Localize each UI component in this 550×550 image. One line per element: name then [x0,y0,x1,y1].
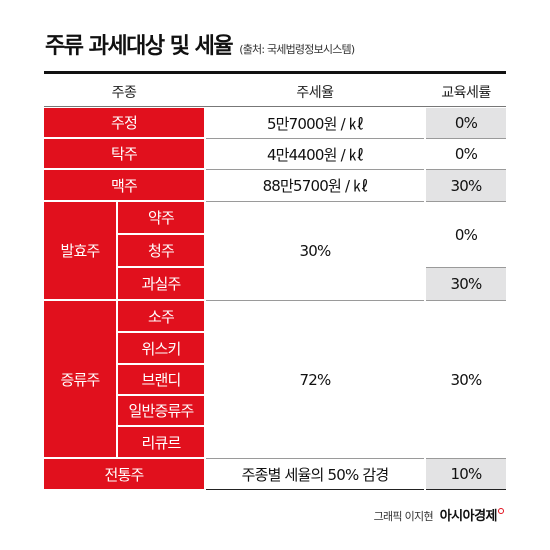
title-rule [44,71,506,74]
sub-label-soju: 소주 [118,301,204,331]
sub-label-cheongju: 청주 [118,235,204,266]
column-header-liquor-tax: 주세율 [296,85,334,101]
header-divider [44,106,506,107]
sub-label-liqueur: 리큐르 [118,427,204,457]
brand-logo: 아시아경제 [439,509,498,524]
edu-tax-maekju: 30% [426,170,506,202]
edu-tax-traditional: 10% [426,459,506,490]
page-title: 주류 과세대상 및 세율 [45,34,234,59]
tax-jujeong: 5만7000원 / ㎘ [206,108,424,139]
edu-tax-distilled: 30% [426,301,506,459]
brand-mark-icon [498,508,504,514]
credit-line: 그래픽 이지현 아시아경제 [374,505,504,524]
column-header-type: 주종 [111,85,137,101]
row-label-maekju: 맥주 [44,170,204,200]
tax-distilled: 72% [206,301,424,459]
sub-label-fruit-wine: 과실주 [118,268,204,299]
row-label-takju: 탁주 [44,139,204,168]
tax-traditional: 주종별 세율의 50% 감경 [206,459,424,490]
group-label-distilled: 증류주 [44,301,116,457]
graphic-credit: 그래픽 이지현 [373,510,434,523]
row-label-traditional: 전통주 [44,459,204,489]
sub-label-yakju: 약주 [118,202,204,233]
sub-label-whisky: 위스키 [118,333,204,363]
title-row: 주류 과세대상 및 세율 (출처: 국세법령정보시스템) [45,28,355,60]
tax-fermented: 30% [206,202,424,301]
edu-tax-fruit-wine: 30% [426,268,506,301]
sub-label-general-spirits: 일반증류주 [118,396,204,425]
row-label-jujeong: 주정 [44,108,204,137]
edu-tax-fermented-top: 0% [426,202,506,268]
source-note: (출처: 국세법령정보시스템) [239,43,355,56]
edu-tax-takju: 0% [426,139,506,170]
sub-label-brandy: 브랜디 [118,365,204,394]
column-header-education-tax: 교육세률 [441,85,491,101]
group-label-fermented: 발효주 [44,202,116,299]
edu-tax-jujeong: 0% [426,108,506,139]
tax-maekju: 88만5700원 / ㎘ [206,170,424,202]
tax-takju: 4만4400원 / ㎘ [206,139,424,170]
